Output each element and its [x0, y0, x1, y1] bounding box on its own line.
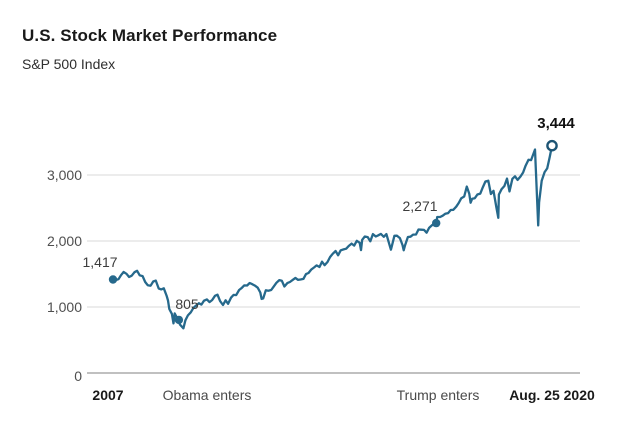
- annotation-2271: 2,271: [402, 198, 438, 214]
- chart-subtitle: S&P 500 Index: [22, 56, 116, 72]
- chart-title: U.S. Stock Market Performance: [22, 26, 278, 45]
- annotation-805: 805: [175, 296, 199, 312]
- y-axis-tick-label: 3,000: [46, 167, 82, 183]
- x-axis-label-trump-enters: Trump enters: [396, 387, 480, 403]
- x-axis-label-2007: 2007: [92, 387, 124, 403]
- data-point-open-marker: [546, 139, 558, 152]
- data-point-marker: [432, 218, 441, 228]
- y-axis-tick-label: 0: [74, 368, 82, 384]
- y-axis-tick-label: 2,000: [46, 233, 82, 249]
- x-axis-label-obama-enters: Obama enters: [162, 387, 252, 403]
- annotation-3444: 3,444: [537, 115, 575, 132]
- data-point-marker: [108, 275, 118, 284]
- annotation-1417: 1,417: [82, 254, 118, 270]
- data-point-marker: [174, 315, 184, 325]
- y-axis-tick-label: 1,000: [46, 299, 82, 315]
- x-axis-label-aug-25-2020: Aug. 25 2020: [509, 387, 595, 403]
- sp500-line: [111, 144, 554, 330]
